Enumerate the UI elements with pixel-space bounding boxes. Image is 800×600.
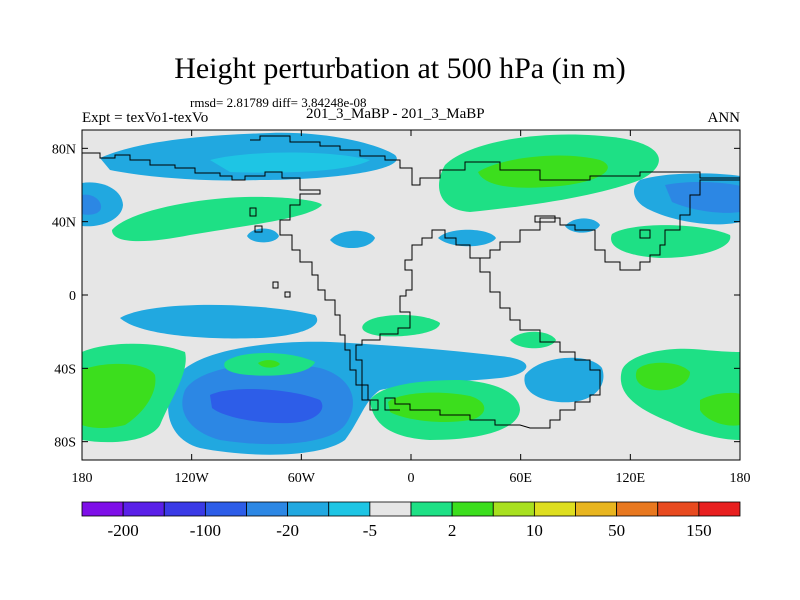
y-tick-label: 80S xyxy=(54,436,76,451)
coastline-asia xyxy=(470,179,740,271)
contour-small-low-3 xyxy=(438,229,496,247)
colorbar-label: 150 xyxy=(686,521,712,540)
contour-asia-high xyxy=(611,225,731,258)
contour-tropical-pacific-low xyxy=(120,304,318,339)
stats-text: rmsd= 2.81789 diff= 3.84248e-08 xyxy=(190,95,367,110)
colorbar-swatch xyxy=(246,501,289,517)
coastline-islands xyxy=(249,207,651,298)
colorbar-swatch xyxy=(575,501,618,517)
contour-southern-ocean-low-inner xyxy=(210,388,323,424)
colorbar-swatch xyxy=(287,501,330,517)
colorbar-swatch xyxy=(533,501,576,517)
contour-sw-pacific-high-inner xyxy=(82,363,156,429)
colorbar-swatch xyxy=(698,501,741,517)
experiment-label: Expt = texVo1-texVo xyxy=(82,110,209,126)
plot-area xyxy=(82,130,740,460)
colorbar-swatch xyxy=(451,501,494,517)
colorbar-swatch xyxy=(657,501,700,517)
x-tick-label: 120W xyxy=(175,471,210,486)
x-tick-label: 60E xyxy=(509,471,532,486)
contour-n-pacific-high xyxy=(112,196,322,242)
colorbar-swatch xyxy=(328,501,371,517)
x-tick-label: 60W xyxy=(288,471,316,486)
season-label: ANN xyxy=(707,110,741,126)
colorbar-label: -5 xyxy=(363,521,377,540)
colorbar-label: 2 xyxy=(448,521,457,540)
x-axis: 180 120W 60W 0 60E 120E 180 xyxy=(72,130,751,486)
coastline xyxy=(82,152,601,429)
y-tick-label: 0 xyxy=(69,289,76,304)
contour-tropical-high-2 xyxy=(510,331,556,349)
contour-indian-ocean-low xyxy=(524,357,604,403)
x-tick-label: 0 xyxy=(408,471,415,486)
colorbar-swatch xyxy=(204,501,247,517)
contour-small-low-4 xyxy=(565,218,600,233)
case-label: 201_3_MaBP - 201_3_MaBP xyxy=(306,106,485,122)
chart-title: Height perturbation at 500 hPa (in m) xyxy=(174,52,626,85)
x-tick-label: 180 xyxy=(730,471,751,486)
contour-small-high-sa-inner xyxy=(258,360,280,368)
contour-small-low-2 xyxy=(330,230,375,249)
contour-se-pacific-high-inner xyxy=(635,362,690,391)
colorbar-swatch xyxy=(163,501,206,517)
contour-nw-pacific-low-inner xyxy=(665,182,740,213)
y-axis: 80N 40N 0 40S 80S xyxy=(52,142,740,451)
coastline-nh-coast xyxy=(250,135,740,186)
contour-se-pacific-high-edge xyxy=(700,392,740,426)
contour-ne-pacific-low xyxy=(82,182,123,227)
colorbar-swatch xyxy=(616,501,659,517)
colorbar-label: -200 xyxy=(108,521,139,540)
colorbar-label: 50 xyxy=(608,521,625,540)
x-tick-label: 180 xyxy=(72,471,93,486)
x-tick-label: 120E xyxy=(616,471,646,486)
colorbar-label: -20 xyxy=(276,521,299,540)
contour-tropical-high-1 xyxy=(362,314,440,337)
y-tick-label: 40N xyxy=(52,216,76,231)
colorbar-swatch xyxy=(410,501,453,517)
colorbar-label: -100 xyxy=(190,521,221,540)
contour-ne-pacific-low-inner xyxy=(82,194,102,215)
contour-nh-polar-low-inner xyxy=(210,152,370,173)
y-tick-label: 40S xyxy=(54,362,76,377)
y-tick-label: 80N xyxy=(52,142,76,157)
colorbar-swatch xyxy=(492,501,535,517)
colorbar-swatch xyxy=(81,501,124,517)
colorbar-swatch xyxy=(122,501,165,517)
colorbar-swatch xyxy=(369,501,412,517)
colorbar: -200 -100 -20 -5 2 10 50 150 xyxy=(81,501,741,540)
colorbar-label: 10 xyxy=(526,521,543,540)
